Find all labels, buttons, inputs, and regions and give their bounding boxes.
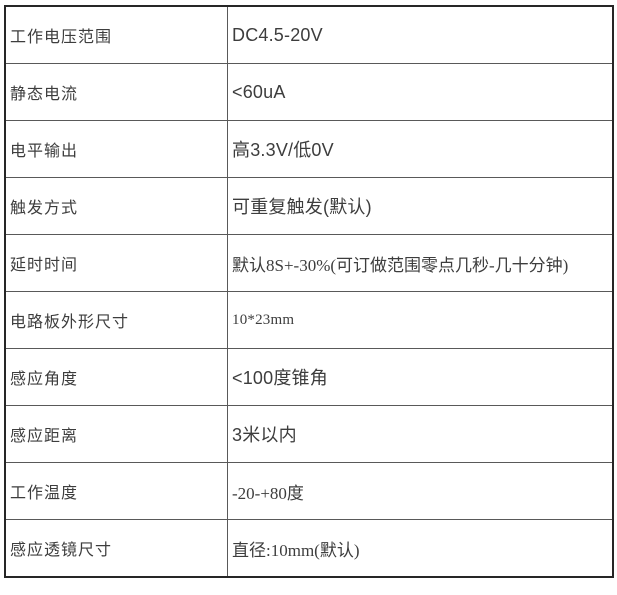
spec-label: 工作电压范围 xyxy=(4,5,228,64)
table-row: 感应透镜尺寸 直径:10mm(默认) xyxy=(4,519,614,578)
table-row: 静态电流 <60uA xyxy=(4,63,614,121)
spec-value: DC4.5-20V xyxy=(227,5,614,64)
table-row: 感应角度 <100度锥角 xyxy=(4,348,614,406)
spec-value: 默认8S+-30%(可订做范围零点几秒-几十分钟) xyxy=(227,234,614,292)
spec-label: 静态电流 xyxy=(4,63,228,121)
spec-value: 可重复触发(默认) xyxy=(227,177,614,235)
spec-value: 3米以内 xyxy=(227,405,614,463)
spec-label: 感应距离 xyxy=(4,405,228,463)
table-row: 触发方式 可重复触发(默认) xyxy=(4,177,614,235)
spec-label: 感应角度 xyxy=(4,348,228,406)
table-row: 工作电压范围 DC4.5-20V xyxy=(4,5,614,64)
spec-table: 工作电压范围 DC4.5-20V 静态电流 <60uA 电平输出 高3.3V/低… xyxy=(4,5,614,578)
spec-value: <100度锥角 xyxy=(227,348,614,406)
table-row: 工作温度 -20-+80度 xyxy=(4,462,614,520)
spec-label: 电路板外形尺寸 xyxy=(4,291,228,349)
spec-value: <60uA xyxy=(227,63,614,121)
table-row: 电平输出 高3.3V/低0V xyxy=(4,120,614,178)
spec-table-body: 工作电压范围 DC4.5-20V 静态电流 <60uA 电平输出 高3.3V/低… xyxy=(4,5,614,578)
spec-label: 触发方式 xyxy=(4,177,228,235)
table-row: 电路板外形尺寸 10*23mm xyxy=(4,291,614,349)
spec-label: 电平输出 xyxy=(4,120,228,178)
spec-value: 高3.3V/低0V xyxy=(227,120,614,178)
spec-label: 感应透镜尺寸 xyxy=(4,519,228,578)
spec-value: -20-+80度 xyxy=(227,462,614,520)
spec-label: 工作温度 xyxy=(4,462,228,520)
table-row: 延时时间 默认8S+-30%(可订做范围零点几秒-几十分钟) xyxy=(4,234,614,292)
spec-value: 直径:10mm(默认) xyxy=(227,519,614,578)
table-row: 感应距离 3米以内 xyxy=(4,405,614,463)
spec-value: 10*23mm xyxy=(227,291,614,349)
spec-label: 延时时间 xyxy=(4,234,228,292)
